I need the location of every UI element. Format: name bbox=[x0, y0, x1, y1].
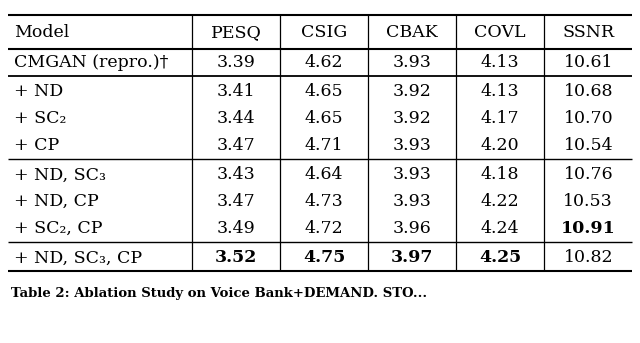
Text: 3.43: 3.43 bbox=[216, 166, 255, 184]
Text: 10.82: 10.82 bbox=[563, 249, 613, 267]
Text: 3.92: 3.92 bbox=[393, 83, 431, 100]
Text: 4.25: 4.25 bbox=[479, 249, 522, 267]
Text: 3.52: 3.52 bbox=[215, 249, 257, 267]
Text: + ND, SC₃, CP: + ND, SC₃, CP bbox=[14, 249, 142, 267]
Text: 3.47: 3.47 bbox=[216, 193, 255, 210]
Text: 4.13: 4.13 bbox=[481, 83, 520, 100]
Text: Table 2: Ablation Study on Voice Bank+DEMAND. STO...: Table 2: Ablation Study on Voice Bank+DE… bbox=[11, 287, 427, 300]
Text: 4.65: 4.65 bbox=[305, 110, 344, 127]
Text: CBAK: CBAK bbox=[387, 24, 438, 41]
Text: 4.64: 4.64 bbox=[305, 166, 343, 184]
Text: 3.93: 3.93 bbox=[393, 166, 431, 184]
Text: 3.93: 3.93 bbox=[393, 137, 431, 154]
Text: 4.24: 4.24 bbox=[481, 220, 520, 237]
Text: + SC₂, CP: + SC₂, CP bbox=[14, 220, 102, 237]
Text: 10.53: 10.53 bbox=[563, 193, 613, 210]
Text: 3.93: 3.93 bbox=[393, 54, 431, 71]
Text: 4.22: 4.22 bbox=[481, 193, 520, 210]
Text: 4.18: 4.18 bbox=[481, 166, 520, 184]
Text: 10.91: 10.91 bbox=[561, 220, 616, 237]
Text: + ND, CP: + ND, CP bbox=[14, 193, 99, 210]
Text: 4.75: 4.75 bbox=[303, 249, 345, 267]
Text: 3.47: 3.47 bbox=[216, 137, 255, 154]
Text: 3.92: 3.92 bbox=[393, 110, 431, 127]
Text: 4.73: 4.73 bbox=[305, 193, 344, 210]
Text: 10.68: 10.68 bbox=[564, 83, 613, 100]
Text: 3.93: 3.93 bbox=[393, 193, 431, 210]
Text: CSIG: CSIG bbox=[301, 24, 347, 41]
Text: + SC₂: + SC₂ bbox=[14, 110, 67, 127]
Text: 3.44: 3.44 bbox=[217, 110, 255, 127]
Text: 4.17: 4.17 bbox=[481, 110, 520, 127]
Text: 10.70: 10.70 bbox=[563, 110, 613, 127]
Text: 10.61: 10.61 bbox=[564, 54, 613, 71]
Text: + CP: + CP bbox=[14, 137, 60, 154]
Text: 10.76: 10.76 bbox=[563, 166, 613, 184]
Text: SSNR: SSNR bbox=[562, 24, 614, 41]
Text: 4.62: 4.62 bbox=[305, 54, 344, 71]
Text: 3.41: 3.41 bbox=[217, 83, 255, 100]
Text: 3.39: 3.39 bbox=[216, 54, 255, 71]
Text: 10.54: 10.54 bbox=[563, 137, 613, 154]
Text: 3.49: 3.49 bbox=[216, 220, 255, 237]
Text: 4.20: 4.20 bbox=[481, 137, 520, 154]
Text: Model: Model bbox=[14, 24, 69, 41]
Text: 4.72: 4.72 bbox=[305, 220, 344, 237]
Text: 4.71: 4.71 bbox=[305, 137, 344, 154]
Text: 3.96: 3.96 bbox=[393, 220, 431, 237]
Text: + ND, SC₃: + ND, SC₃ bbox=[14, 166, 106, 184]
Text: + ND: + ND bbox=[14, 83, 63, 100]
Text: 3.97: 3.97 bbox=[391, 249, 433, 267]
Text: 4.65: 4.65 bbox=[305, 83, 344, 100]
Text: PESQ: PESQ bbox=[211, 24, 261, 41]
Text: COVL: COVL bbox=[474, 24, 526, 41]
Text: CMGAN (repro.)†: CMGAN (repro.)† bbox=[14, 54, 168, 71]
Text: 4.13: 4.13 bbox=[481, 54, 520, 71]
